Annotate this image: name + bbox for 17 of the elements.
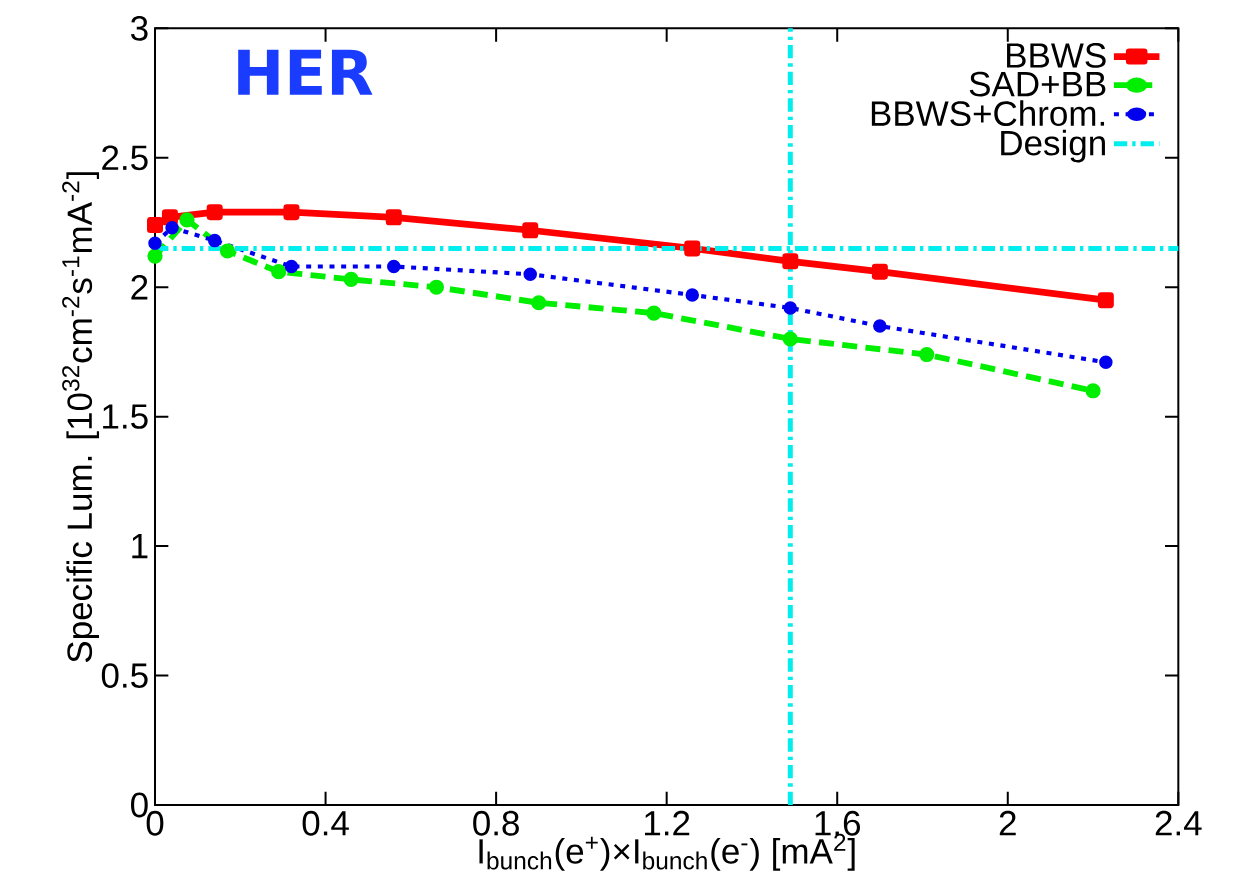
y-tick-label: 0 [131,792,148,818]
x-tick-label: 2 [999,810,1016,836]
legend-label: BBWS [1007,43,1106,68]
x-tick-label: 1.2 [645,810,690,836]
annotation: HER [238,49,373,95]
y-tick-label: 2 [131,274,148,300]
y-tick-label: 3 [130,15,148,41]
y-tick-label: 1 [132,534,148,559]
legend-label: SAD+BB [969,71,1106,97]
text: Specific Lum. [10$^{32}$cm$^{-2}$s$^{-1}$mA$^{-2}$] [62,172,100,663]
x-tick-label: 0.4 [302,810,349,836]
y-tick-label: 2.5 [102,145,148,171]
x-tick-label: 2.4 [1155,810,1202,836]
legend-label: Design [1001,129,1105,163]
y-tick-label: 1.5 [103,404,148,429]
legend-label: BBWS+Chrom. [871,100,1105,126]
y-tick-label: 0.5 [101,663,148,688]
